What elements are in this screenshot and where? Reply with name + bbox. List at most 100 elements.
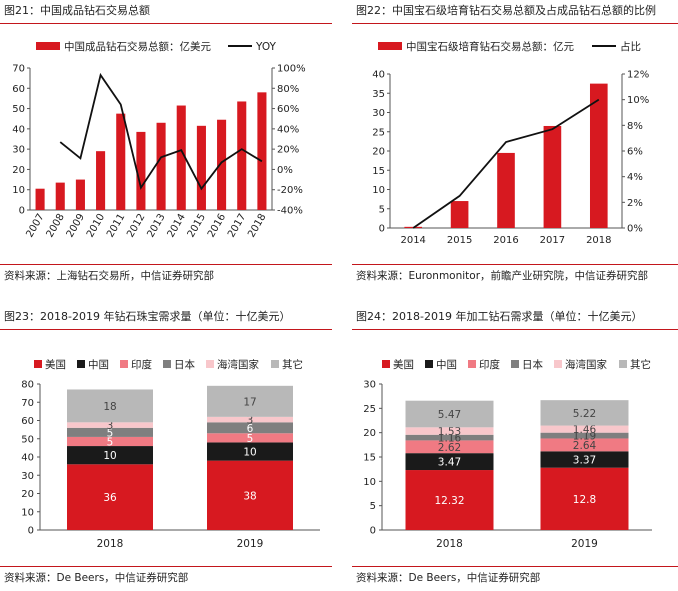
bar (75, 179, 85, 210)
y-left-tick-label: 20 (372, 147, 385, 158)
legend-label: 中国 (88, 358, 109, 371)
stack-segment (67, 436, 153, 447)
bar (156, 122, 166, 210)
data-label: 6 (247, 423, 254, 435)
stack-segment (540, 432, 629, 439)
chart-title: 图23：2018-2019 年钻石珠宝需求量（单位：十亿美元） (4, 310, 291, 323)
bar (543, 125, 562, 228)
stack-segment (405, 400, 494, 428)
stack-segment (405, 453, 494, 471)
legend-label: 中国 (436, 358, 457, 371)
y-tick-label: 10 (363, 477, 376, 488)
bar (116, 113, 126, 210)
y-right-tick-label: 60% (277, 104, 299, 115)
y-tick-label: 40 (21, 453, 34, 464)
y-right-tick-label: -20% (277, 185, 303, 196)
data-label: 1.16 (438, 433, 462, 445)
stack-segment (540, 467, 629, 530)
x-tick-label: 2008 (45, 212, 67, 240)
legend-label: 印度 (131, 358, 152, 371)
x-tick-label: 2017 (540, 235, 565, 246)
data-label: 2.62 (438, 442, 461, 454)
y-left-tick-label: 50 (12, 104, 25, 115)
stack-segment (207, 433, 293, 443)
y-right-tick-label: 12% (627, 70, 649, 81)
chart-panel-2: 图22：中国宝石级培育钻石交易总额及占成品钻石总额的比例 中国宝石级培育钻石交易… (352, 0, 678, 290)
y-left-tick-label: 40 (372, 70, 385, 81)
x-tick-label: 2018 (436, 538, 463, 550)
y-tick-label: 10 (21, 507, 34, 518)
legend-swatch (77, 360, 85, 368)
bar (589, 83, 608, 228)
y-left-tick-label: 25 (372, 127, 385, 138)
chart-source: 资料来源：上海钻石交易所，中信证券研究部 (4, 270, 214, 282)
legend-swatch (554, 360, 562, 368)
y-left-tick-label: 35 (372, 89, 385, 100)
chart-panel-1: 图21：中国成品钻石交易总额 中国成品钻石交易总额：亿美元 YOY 0 10 20 30 4… (0, 0, 332, 290)
legend-label: 印度 (479, 358, 500, 371)
legend-label: 美国 (393, 358, 414, 371)
y-right-tick-label: 2% (627, 198, 643, 209)
y-tick-label: 25 (363, 404, 376, 415)
stack-segment (207, 422, 293, 434)
legend-swatch (619, 360, 627, 368)
y-tick-label: 0 (28, 526, 34, 537)
x-tick-label: 2012 (125, 212, 147, 240)
y-right-tick-label: 0% (277, 165, 293, 176)
data-label: 17 (243, 396, 256, 408)
source-divider (0, 566, 332, 567)
data-label: 2.64 (573, 440, 597, 452)
data-label: 12.32 (434, 495, 464, 507)
chart-canvas: 中国成品钻石交易总额：亿美元 YOY 0 10 20 30 40 50 60 70 -40% -20%… (12, 40, 305, 240)
x-tick-label: 2019 (571, 538, 598, 550)
bar (237, 101, 247, 210)
legend-swatch (34, 360, 42, 368)
stack-segment (405, 470, 494, 530)
data-label: 3.37 (573, 455, 596, 467)
x-tick-label: 2018 (246, 212, 268, 240)
y-left-tick-label: 30 (372, 108, 385, 119)
data-label: 1.19 (573, 431, 596, 443)
stack-segment (405, 434, 494, 441)
legend-label-bar: 中国成品钻石交易总额：亿美元 (64, 40, 211, 53)
x-tick-label: 2014 (166, 212, 188, 240)
y-left-tick-label: 70 (12, 64, 25, 75)
chart-title: 图24：2018-2019 年加工钻石需求量（单位：十亿美元） (356, 310, 643, 323)
y-right-tick-label: 4% (627, 172, 643, 183)
stack-segment (207, 416, 293, 423)
x-tick-label: 2016 (206, 212, 228, 240)
stack-segment (207, 460, 293, 530)
data-label: 1.53 (438, 426, 461, 438)
x-tick-label: 2018 (97, 538, 124, 550)
data-label: 10 (243, 447, 256, 459)
y-right-tick-label: -40% (277, 206, 303, 217)
stack-segment (405, 427, 494, 435)
x-tick-label: 2016 (493, 235, 518, 246)
stack-segment (540, 438, 629, 452)
chart-source: 资料来源：Euronmonitor，前瞻产业研究院，中信证券研究部 (356, 270, 649, 282)
legend-label: 日本 (522, 358, 543, 371)
legend-swatch (163, 360, 171, 368)
title-divider (0, 329, 332, 330)
y-right-tick-label: 8% (627, 121, 643, 132)
y-right-tick-label: 20% (277, 145, 299, 156)
chart-title: 图22：中国宝石级培育钻石交易总额及占成品钻石总额的比例 (356, 4, 656, 17)
legend-label: 日本 (174, 358, 195, 371)
y-tick-label: 30 (21, 471, 34, 482)
legend-label-line: YOY (255, 41, 277, 53)
x-tick-label: 2011 (105, 212, 127, 240)
stack-segment (540, 400, 629, 426)
bar (96, 151, 106, 210)
stack-segment (540, 425, 629, 433)
title-divider (352, 329, 678, 330)
bar (196, 125, 206, 210)
stack-segment (405, 440, 494, 454)
legend-swatch (271, 360, 279, 368)
x-tick-label: 2009 (65, 212, 87, 240)
y-tick-label: 0 (370, 526, 376, 537)
legend-swatch-bar (36, 42, 60, 50)
bar (176, 105, 186, 210)
y-tick-label: 20 (21, 489, 34, 500)
legend-swatch (382, 360, 390, 368)
chart-title: 图21：中国成品钻石交易总额 (4, 4, 150, 17)
